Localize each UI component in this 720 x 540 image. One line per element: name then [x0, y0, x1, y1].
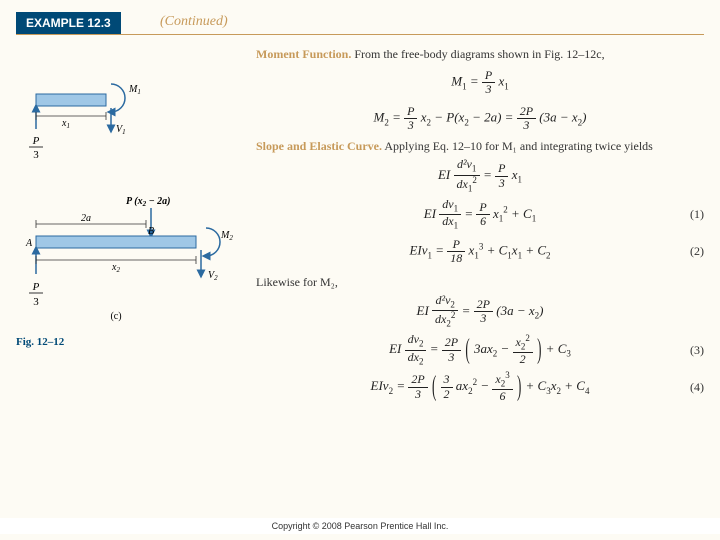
svg-text:B: B: [148, 226, 154, 237]
svg-text:V1: V1: [116, 124, 126, 136]
beam2-diagram: P (x2 − 2a) 2a A B M2 V2: [16, 194, 246, 324]
content-area: Moment Function. From the free-body diag…: [16, 46, 704, 510]
svg-text:2a: 2a: [81, 213, 91, 224]
likewise-text: Likewise for M₂,: [256, 274, 704, 290]
moment-paragraph: Moment Function. From the free-body diag…: [256, 46, 704, 62]
example-badge: EXAMPLE 12.3: [16, 12, 121, 34]
svg-text:P (x2 − 2a): P (x2 − 2a): [126, 196, 170, 208]
equation-m2: M2 = P3 x2 − P(x2 − 2a) = 2P3 (3a − x2): [256, 102, 704, 134]
svg-text:3: 3: [33, 296, 39, 308]
beam1-diagram: x1 M1 V1 P 3: [16, 74, 226, 164]
moment-title: Moment Function.: [256, 47, 351, 61]
eq-number-4: (4): [690, 380, 704, 395]
equation-v2: EIv2 = 2P3 ( 32 ax22 − x236 ) + C3x2 + C…: [256, 371, 704, 403]
slope-body: Applying Eq. 12–10 for M₁ and integratin…: [382, 139, 653, 153]
eq-number-3: (3): [690, 343, 704, 358]
continued-label: (Continued): [160, 14, 228, 30]
diagram-column: x1 M1 V1 P 3 P (x2 − 2a): [16, 74, 246, 348]
figure-label: Fig. 12–12: [16, 336, 246, 348]
svg-text:M2: M2: [220, 230, 233, 242]
copyright-footer: Copyright © 2008 Pearson Prentice Hall I…: [0, 518, 720, 534]
svg-text:3: 3: [33, 149, 39, 161]
equation-d2v2: EI d²v2 dx22 = 2P3 (3a − x2): [256, 294, 704, 330]
svg-text:P: P: [32, 281, 40, 293]
slope-title: Slope and Elastic Curve.: [256, 139, 382, 153]
moment-body: From the free-body diagrams shown in Fig…: [351, 47, 604, 61]
eq-number-2: (2): [690, 244, 704, 259]
svg-text:V2: V2: [208, 270, 218, 282]
eq-number-1: (1): [690, 207, 704, 222]
svg-text:(c): (c): [110, 311, 121, 322]
svg-text:P: P: [32, 135, 40, 147]
svg-text:M1: M1: [128, 84, 141, 96]
svg-text:x1: x1: [61, 118, 70, 130]
equation-d2v1: EI d²v1 dx12 = P3 x1: [256, 158, 704, 194]
equation-m1: M1 = P3 x1: [256, 66, 704, 98]
page: EXAMPLE 12.3 (Continued) Moment Function…: [0, 0, 720, 540]
header-rule: [16, 34, 704, 35]
equation-dv2: EI dv2 dx2 = 2P3 ( 3ax2 − x222 ) + C3 (3…: [256, 333, 704, 367]
equation-v1: EIv1 = P18 x13 + C1x1 + C2 (2): [256, 236, 704, 268]
slope-paragraph: Slope and Elastic Curve. Applying Eq. 12…: [256, 138, 704, 154]
text-column: Moment Function. From the free-body diag…: [256, 46, 704, 407]
svg-text:A: A: [25, 238, 33, 249]
svg-text:x2: x2: [111, 262, 120, 274]
equation-dv1: EI dv1 dx1 = P6 x12 + C1 (1): [256, 198, 704, 232]
